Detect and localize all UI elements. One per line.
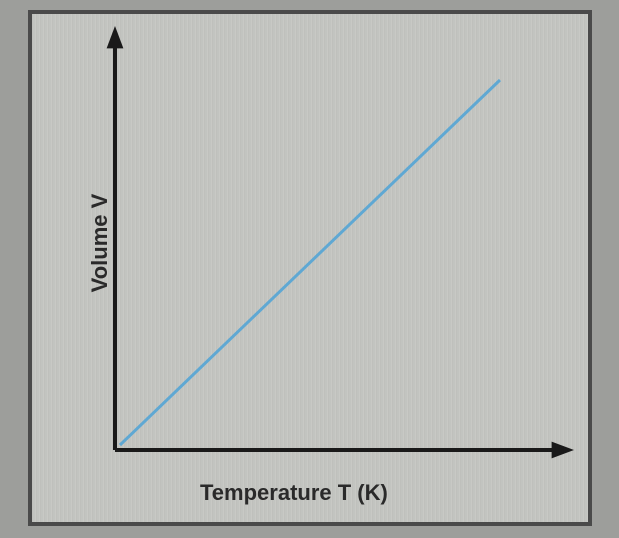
x-axis-label: Temperature T (K) <box>200 480 388 506</box>
chart-container: Volume V Temperature T (K) <box>0 0 619 538</box>
chart-frame: Volume V Temperature T (K) <box>0 0 619 538</box>
y-axis-label: Volume V <box>87 163 113 323</box>
